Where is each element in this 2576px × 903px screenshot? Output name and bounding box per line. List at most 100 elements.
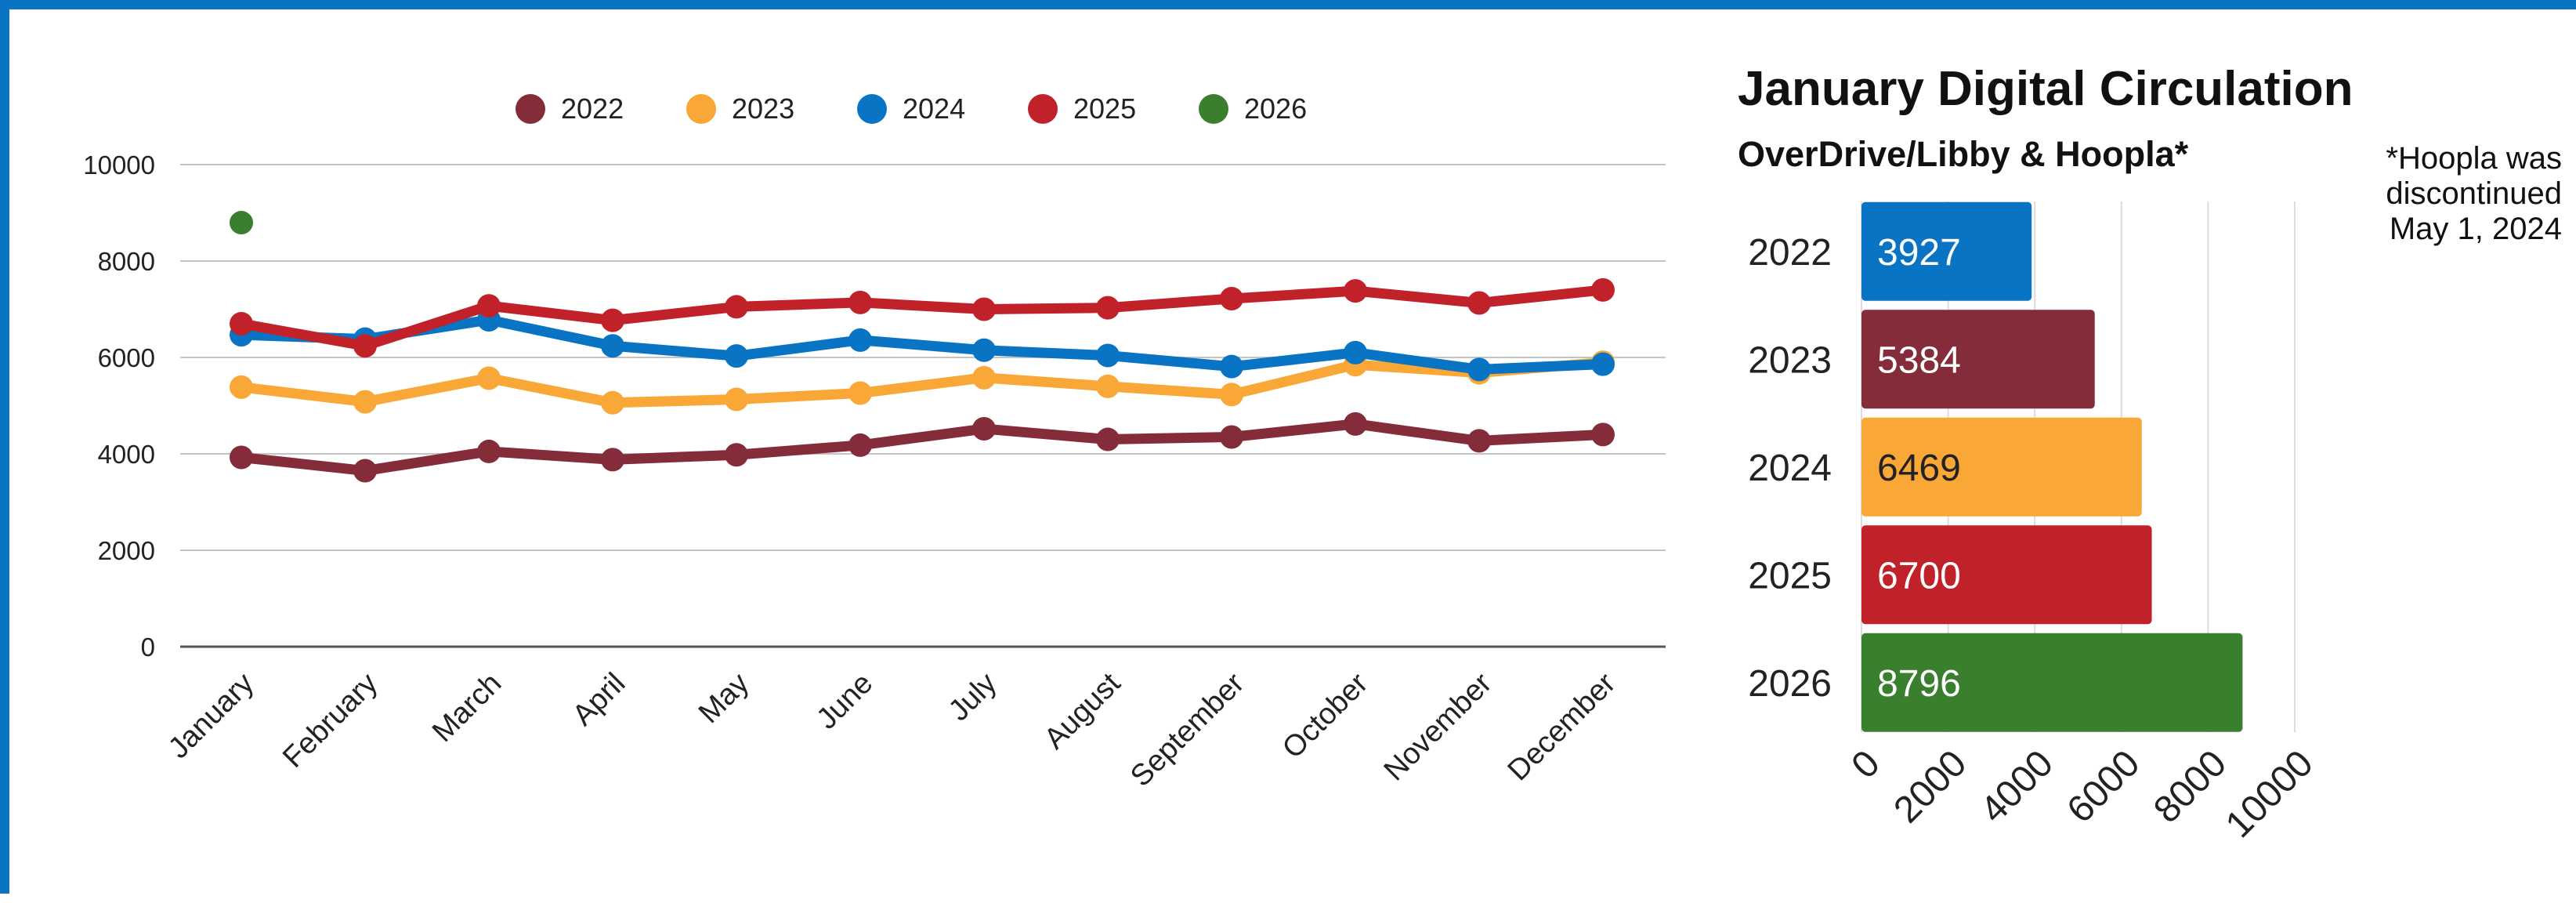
legend-item-2024: 2024: [857, 92, 965, 125]
bar-chart: January Digital Circulation OverDrive/Li…: [1738, 62, 2562, 846]
bar-chart-x-tick-label: 2000: [1886, 742, 1974, 831]
line-chart-y-tick-label: 0: [141, 633, 155, 662]
bar-category-label: 2025: [1748, 555, 1832, 597]
line-chart: 0 2000 4000 6000 8000 10000 January February Ma…: [83, 92, 1666, 793]
line-series-point: [601, 308, 624, 332]
bar-value-label: 5384: [1877, 339, 1961, 381]
line-series-point: [1591, 422, 1615, 447]
line-series-point: [230, 445, 253, 470]
line-series-point: [1344, 340, 1367, 364]
bar-chart-note-line-1: *Hoopla was: [2386, 141, 2562, 176]
line-chart-x-tick-label: July: [942, 667, 1003, 727]
line-chart-grid: [180, 164, 1666, 648]
line-series-2025: [230, 277, 1615, 358]
line-series-point: [477, 294, 501, 318]
line-series-point: [848, 433, 872, 457]
bar-chart-x-tick-label: 6000: [2060, 742, 2148, 831]
line-chart-x-tick-label: March: [426, 667, 508, 749]
legend-label: 2024: [903, 92, 965, 125]
line-series-2022: [230, 412, 1615, 483]
legend-item-2023: 2023: [686, 92, 794, 125]
bar: [1861, 525, 2152, 625]
bar-row-2022: 2022 3927: [1748, 201, 2032, 301]
legend-marker: [857, 94, 887, 124]
line-series-point: [601, 448, 624, 472]
bar-value-label: 8796: [1877, 663, 1961, 705]
line-series-point: [972, 417, 996, 441]
legend-item-2025: 2025: [1028, 92, 1136, 125]
line-series-path: [236, 285, 1608, 351]
line-chart-x-tick-label: October: [1276, 666, 1375, 765]
line-series-point: [1591, 352, 1615, 376]
line-series-point: [725, 443, 748, 467]
line-series-point: [972, 338, 996, 362]
bar-chart-bars: 2022 3927 2023 5384 2024 6469 2025 6700 2026 8796: [1748, 201, 2243, 732]
line-series-point: [353, 334, 377, 358]
line-chart-y-ticks: 0 2000 4000 6000 8000 10000: [83, 150, 155, 662]
line-series-point: [848, 381, 872, 405]
bar: [1861, 201, 2032, 301]
line-series-point: [725, 295, 748, 319]
line-series-point: [1220, 425, 1243, 449]
bar-value-label: 6469: [1877, 448, 1961, 489]
bar-category-label: 2024: [1748, 448, 1832, 489]
line-chart-x-tick-label: June: [810, 667, 879, 736]
line-series-point: [725, 387, 748, 412]
legend-marker: [516, 94, 545, 124]
line-series-point: [1220, 354, 1243, 379]
bar-row-2024: 2024 6469: [1748, 417, 2142, 517]
line-chart-x-ticks: January February March April May June July Augu…: [162, 666, 1623, 792]
line-series-point: [725, 344, 748, 368]
line-chart-y-tick-label: 4000: [98, 440, 155, 469]
line-series-point: [353, 390, 377, 414]
legend-item-2022: 2022: [516, 92, 624, 125]
line-series-point: [1467, 429, 1491, 453]
line-series-2026: [230, 211, 253, 235]
line-series-point: [1344, 279, 1367, 303]
line-chart-y-tick-label: 6000: [98, 343, 155, 372]
bar-chart-x-tick-label: 10000: [2218, 742, 2321, 846]
line-chart-x-tick-label: November: [1378, 666, 1499, 787]
line-series-point: [848, 290, 872, 314]
bar-category-label: 2026: [1748, 663, 1832, 705]
line-series-point: [1096, 296, 1120, 320]
bar-chart-title: January Digital Circulation: [1738, 62, 2353, 116]
line-series-point: [353, 459, 377, 483]
line-chart-x-tick-label: April: [566, 667, 631, 732]
line-series-path: [236, 357, 1608, 408]
legend-label: 2023: [732, 92, 794, 125]
bar-category-label: 2022: [1748, 232, 1832, 274]
line-series-point: [601, 334, 624, 358]
line-series-point: [230, 311, 253, 335]
line-series-path: [236, 314, 1608, 375]
legend-label: 2026: [1244, 92, 1307, 125]
line-chart-x-tick-label: September: [1124, 666, 1250, 792]
line-chart-y-tick-label: 2000: [98, 536, 155, 565]
legend-label: 2022: [561, 92, 624, 125]
line-series-point: [477, 439, 501, 463]
line-series-point: [848, 328, 872, 352]
bar-chart-subtitle: OverDrive/Libby & Hoopla*: [1738, 134, 2189, 174]
line-chart-x-tick-label: January: [162, 667, 260, 765]
line-chart-y-tick-label: 10000: [83, 150, 155, 180]
bar: [1861, 633, 2243, 732]
line-series-point: [1467, 291, 1491, 315]
line-series-path: [236, 419, 1608, 477]
bar: [1861, 310, 2095, 409]
line-chart-x-tick-label: February: [277, 667, 384, 774]
legend-label: 2025: [1073, 92, 1136, 125]
line-chart-x-tick-label: December: [1502, 666, 1623, 787]
bar-chart-note-line-2: discontinued: [2386, 176, 2562, 211]
line-series-point: [1220, 286, 1243, 310]
line-chart-y-tick-label: 8000: [98, 247, 155, 276]
line-series-point: [972, 365, 996, 390]
bar-chart-x-tick-label: 0: [1843, 742, 1887, 786]
line-series-point: [230, 211, 253, 235]
line-series-point: [601, 390, 624, 415]
line-series-point: [972, 297, 996, 321]
line-chart-x-tick-label: August: [1038, 666, 1127, 756]
legend-marker: [1199, 94, 1228, 124]
bar: [1861, 417, 2142, 517]
